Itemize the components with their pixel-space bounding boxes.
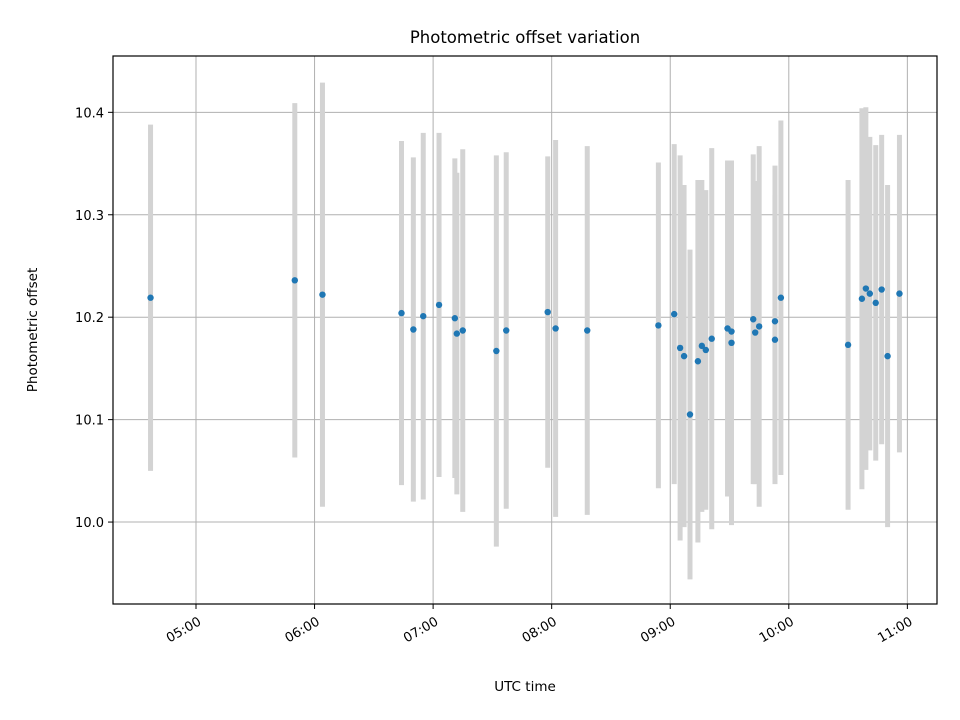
data-point: [702, 346, 710, 354]
data-point: [896, 290, 903, 297]
data-point: [777, 294, 785, 301]
data-point: [686, 411, 694, 418]
data-point: [884, 352, 891, 360]
y-tick-label: 10.2: [75, 311, 104, 326]
x-axis-label: UTC time: [494, 679, 556, 695]
data-point: [680, 352, 688, 360]
data-point: [147, 294, 154, 301]
plot-area-frame: [112, 55, 938, 605]
y-tick-label: 10.1: [75, 414, 104, 429]
data-point: [676, 344, 684, 352]
data-point: [872, 299, 879, 307]
data-point: [771, 336, 779, 343]
data-point: [698, 342, 706, 350]
y-axis-label: Photometric offset: [25, 268, 41, 392]
data-point: [755, 323, 763, 330]
data-point: [878, 286, 885, 293]
data-point: [584, 327, 591, 334]
data-point: [866, 290, 874, 297]
data-point: [670, 310, 678, 318]
data-point: [544, 308, 551, 316]
y-tick-label: 10.4: [75, 106, 104, 121]
data-point: [398, 309, 405, 317]
data-point: [435, 301, 443, 309]
data-point: [771, 318, 779, 325]
data-point: [552, 325, 559, 332]
y-tick-label: 10.3: [75, 209, 104, 224]
data-point: [858, 295, 866, 302]
data-points: [147, 277, 903, 418]
data-point: [420, 312, 427, 320]
data-point: [752, 329, 759, 336]
chart-title: Photometric offset variation: [410, 28, 640, 47]
data-point: [862, 285, 870, 292]
data-point: [750, 316, 757, 323]
data-point: [728, 339, 735, 347]
data-point: [655, 322, 662, 329]
data-point: [451, 315, 459, 322]
data-point: [453, 330, 461, 337]
data-point: [410, 326, 417, 333]
data-point: [844, 341, 852, 349]
gridlines: [113, 56, 937, 604]
data-point: [493, 347, 500, 355]
data-point: [728, 328, 735, 335]
data-point: [708, 335, 715, 342]
data-point: [694, 358, 702, 365]
data-point: [291, 277, 298, 284]
y-tick-label: 10.0: [75, 516, 104, 531]
data-point: [503, 327, 510, 334]
data-point: [319, 291, 326, 298]
data-point: [459, 327, 466, 334]
